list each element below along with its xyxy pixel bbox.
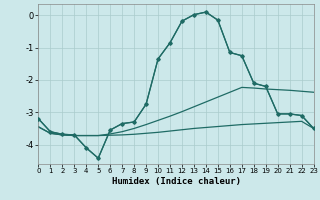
X-axis label: Humidex (Indice chaleur): Humidex (Indice chaleur): [111, 177, 241, 186]
